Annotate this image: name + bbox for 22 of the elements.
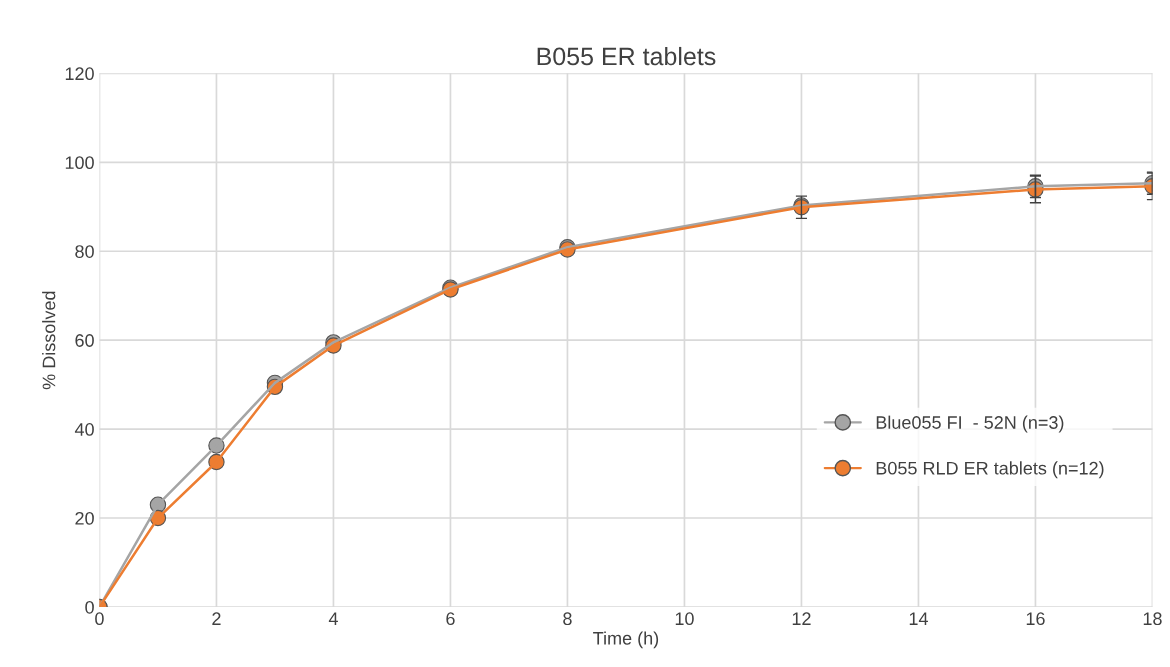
y-tick-label: 20 (75, 511, 94, 525)
y-tick-label: 40 (74, 423, 94, 436)
chart-title: B055 ER tablets (537, 46, 716, 66)
y-tick-label: 80 (75, 245, 94, 258)
x-tick-label: 8 (563, 612, 572, 626)
x-tick-label: 2 (212, 612, 221, 625)
x-tick-label: 12 (792, 612, 811, 625)
x-axis-title: Time (h) (593, 631, 659, 649)
x-tick-label: 16 (1026, 612, 1045, 626)
legend-label: Blue055 FI - 52N (n=3) (876, 415, 1064, 433)
y-tick-label: 100 (65, 156, 94, 170)
x-tick-label: 18 (1143, 612, 1162, 626)
y-axis-title: % Dissolved (42, 291, 56, 390)
x-tick-label: 10 (675, 612, 694, 626)
x-tick-label: 0 (95, 612, 104, 626)
x-tick-label: 14 (909, 612, 928, 625)
y-tick-label: 120 (65, 67, 94, 81)
legend-label: B055 RLD ER tablets (n=12) (876, 461, 1104, 479)
x-tick-label: 4 (328, 612, 338, 625)
y-tick-label: 0 (85, 600, 94, 614)
y-tick-label: 60 (75, 334, 94, 347)
x-tick-label: 6 (446, 612, 455, 626)
